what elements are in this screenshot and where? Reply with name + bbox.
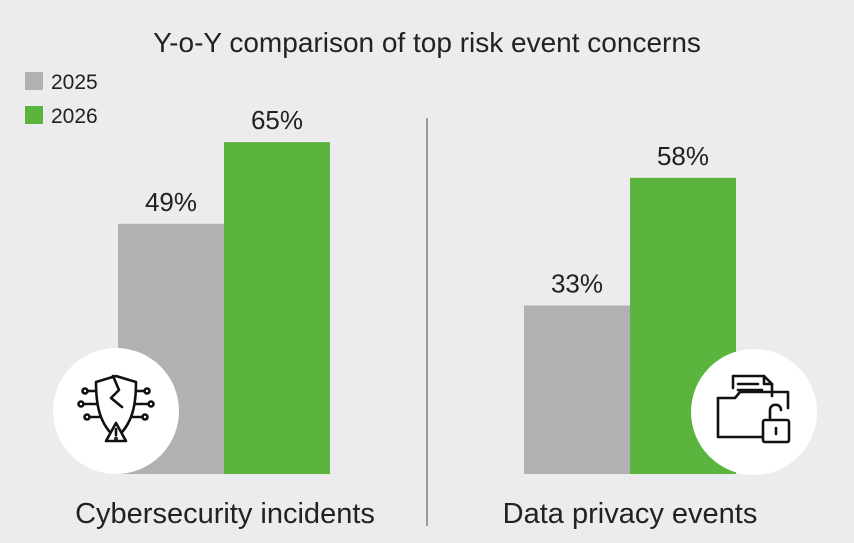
legend-swatch-2026 [25, 106, 43, 124]
data-privacy-folder-lock-icon [716, 374, 791, 444]
chart-title: Y-o-Y comparison of top risk event conce… [153, 27, 701, 58]
value-label-data-privacy-2025: 33% [551, 269, 603, 299]
legend-label-2025: 2025 [51, 71, 98, 94]
value-label-cybersecurity-2026: 65% [251, 105, 303, 135]
legend-swatch-2025 [25, 72, 43, 90]
value-label-cybersecurity-2025: 49% [145, 187, 197, 217]
value-labels: 49% 65% 33% 58% [145, 105, 709, 298]
data-privacy-icon-circle [691, 349, 817, 475]
data-privacy-icon-badge [691, 349, 817, 475]
category-labels: Cybersecurity incidents Data privacy eve… [75, 498, 757, 530]
legend-item-2026: 2026 [25, 105, 98, 128]
legend-label-2026: 2026 [51, 105, 98, 128]
category-label-cybersecurity: Cybersecurity incidents [75, 498, 375, 530]
legend: 2025 2026 [25, 71, 98, 128]
cybersecurity-icon-badge [53, 348, 179, 474]
bar-cybersecurity-2026 [224, 142, 330, 474]
cybersecurity-icon-circle [53, 348, 179, 474]
value-label-data-privacy-2026: 58% [657, 141, 709, 171]
bar-data-privacy-2025 [524, 305, 630, 474]
legend-item-2025: 2025 [25, 71, 98, 94]
cybersecurity-shield-icon [77, 374, 155, 443]
category-label-data-privacy: Data privacy events [503, 498, 758, 530]
